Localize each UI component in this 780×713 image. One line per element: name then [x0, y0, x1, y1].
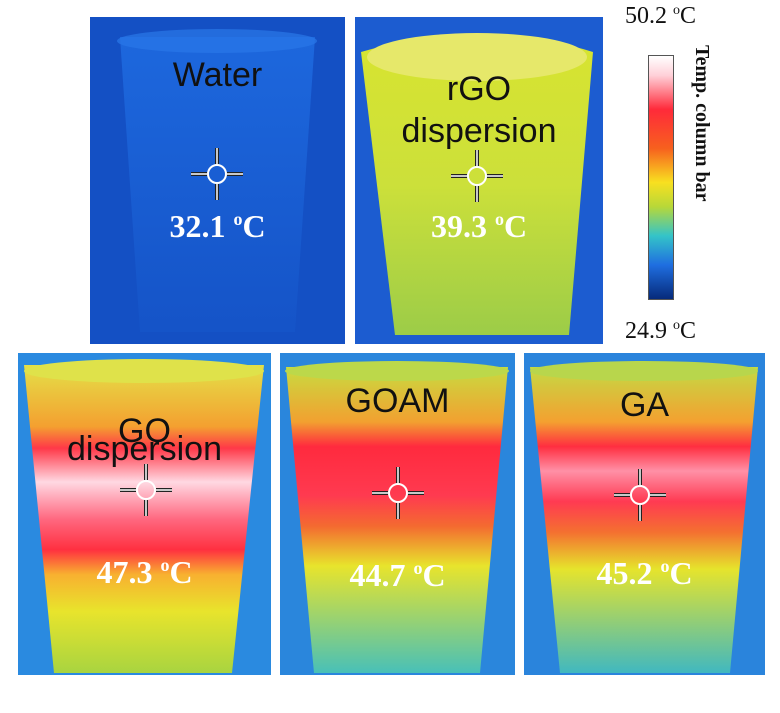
sample-label-line1: GO	[118, 412, 171, 450]
crosshair-icon	[451, 150, 503, 202]
temperature-color-bar	[648, 55, 674, 300]
sample-label-line2: dispersion	[67, 430, 222, 468]
temperature-readout: 44.7 oC	[349, 557, 446, 593]
color-bar-title: Temp. column bar	[691, 45, 713, 202]
thermal-image-water: Water 32.1 oC	[90, 17, 345, 344]
thermal-image-rgo-dispersion: rGO dispersion 39.3 oC	[355, 17, 603, 344]
scale-min-label: 24.9 oC	[625, 318, 697, 344]
sample-label-line1: rGO	[446, 70, 512, 108]
scale-max-label: 50.2 oC	[625, 3, 697, 29]
crosshair-icon	[120, 464, 172, 516]
crosshair-icon	[372, 467, 424, 519]
temperature-readout: 32.1 oC	[169, 208, 266, 244]
temperature-readout: 47.3 oC	[96, 554, 193, 590]
thermal-background	[524, 353, 765, 675]
sample-label: GOAM	[345, 382, 450, 420]
sample-label-line2: dispersion	[401, 112, 557, 150]
temperature-readout: 45.2 oC	[596, 555, 693, 591]
thermal-image-go-dispersion: GO dispersion 47.3 oC	[18, 353, 271, 675]
crosshair-icon	[614, 469, 666, 521]
thermal-image-ga: GA 45.2 oC	[524, 353, 765, 675]
crosshair-icon	[191, 148, 243, 200]
thermal-image-goam: GOAM 44.7 oC	[280, 353, 515, 675]
sample-label: GA	[619, 386, 670, 424]
sample-label: Water	[172, 56, 263, 94]
temperature-readout: 39.3 oC	[430, 208, 528, 244]
